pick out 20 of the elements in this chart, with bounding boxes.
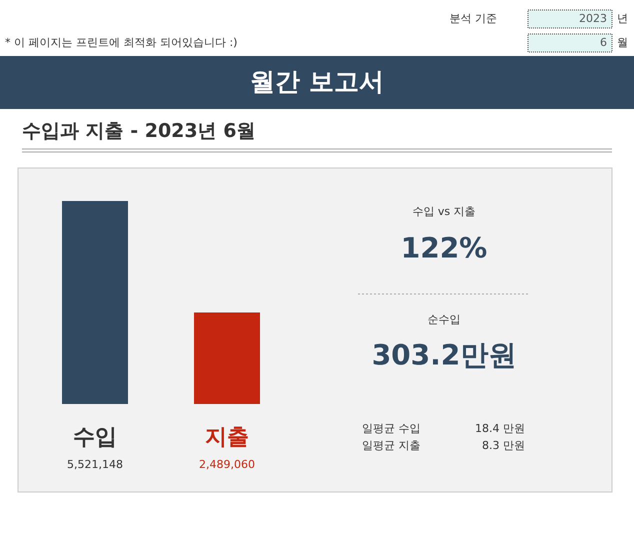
data-label: 5,521,148 <box>67 458 123 472</box>
text: 월간 보고서 <box>250 66 384 96</box>
text: 18.4 만원 <box>475 422 525 436</box>
text: 8.3 만원 <box>482 439 525 452</box>
text: 2023 <box>579 12 607 26</box>
text: 수입 vs 지출 <box>412 205 476 218</box>
text: 분석 기준 <box>450 12 497 26</box>
text: 122% <box>400 232 488 265</box>
x-tick-label: 수입 <box>73 425 117 450</box>
x-tick-label: 지출 <box>205 425 249 450</box>
text: 순수입 <box>428 313 460 326</box>
text: 6 <box>600 36 607 50</box>
data-label: 2,489,060 <box>199 458 255 472</box>
text: 일평균 수입 <box>362 422 420 436</box>
text: 년 <box>617 12 628 26</box>
text: 일평균 지출 <box>362 439 420 452</box>
text: * 이 페이지는 프린트에 최적화 되어있습니다 :) <box>5 36 238 50</box>
text: 303.2만원 <box>372 338 516 372</box>
text: 월 <box>617 36 628 50</box>
chart-title: 수입과 지출 - 2023년 6월 <box>22 120 256 142</box>
